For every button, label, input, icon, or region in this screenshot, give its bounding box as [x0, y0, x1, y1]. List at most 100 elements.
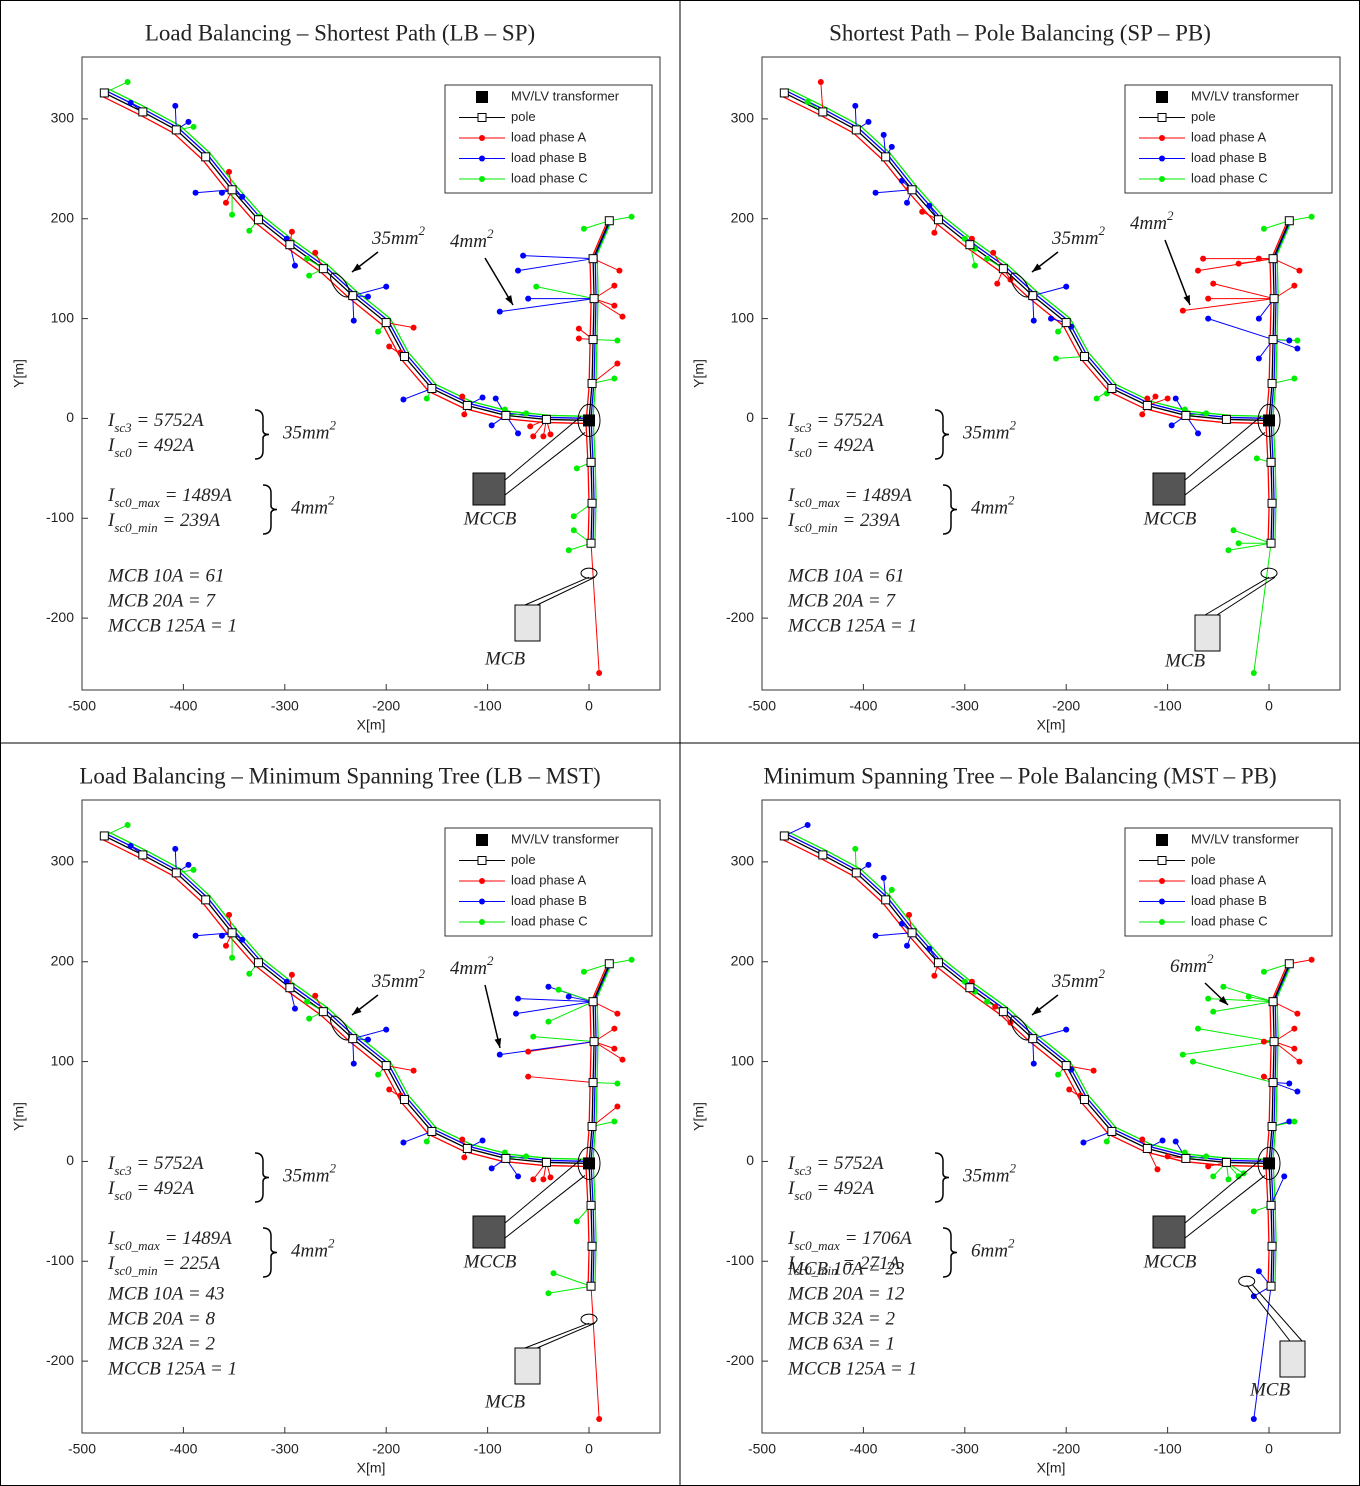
load-point: [226, 168, 233, 175]
load-point: [291, 1005, 298, 1012]
y-tick-label: 0: [746, 1152, 754, 1168]
load-point: [547, 431, 554, 438]
feeder-conductor: [784, 835, 1270, 1165]
load-point: [461, 1154, 468, 1161]
cable-marker: [330, 272, 350, 298]
feeder-conductor: [592, 416, 597, 540]
load-point: [994, 280, 1001, 287]
load-point: [1103, 1138, 1110, 1145]
service-drop: [499, 1041, 595, 1056]
load-point: [364, 293, 371, 300]
load-point: [898, 920, 905, 927]
load-point: [1210, 1008, 1217, 1015]
service-drop: [590, 543, 600, 674]
breaker-count: MCB 63A = 1: [787, 1333, 895, 1354]
load-point: [525, 295, 532, 302]
load-point: [1139, 411, 1146, 418]
load-point: [488, 422, 495, 429]
text-part: 2: [328, 493, 335, 508]
load-point: [547, 1174, 554, 1181]
text-part: 2: [1098, 966, 1105, 981]
load-point: [545, 1018, 552, 1025]
pole-marker: [1221, 414, 1231, 424]
current-value: Isc0_min = 225A: [107, 1253, 220, 1278]
legend-label: pole: [1191, 852, 1216, 867]
device-label: MCB: [1249, 1379, 1291, 1400]
load-point: [1260, 225, 1267, 232]
current-value: Isc3 = 5752A: [107, 410, 204, 435]
load-point: [1152, 393, 1159, 400]
text-part: I: [107, 1228, 116, 1249]
pole-marker: [907, 185, 917, 195]
text-part: I: [787, 485, 796, 506]
pole-marker: [399, 1095, 409, 1105]
pole-marker: [1221, 1157, 1231, 1167]
text-part: = 1489A: [160, 485, 232, 506]
legend-label: load phase B: [511, 893, 587, 908]
mccb-icon: [472, 472, 506, 506]
service-drop: [517, 258, 594, 272]
feeder-conductor: [1265, 1166, 1270, 1290]
text-part: = 5752A: [132, 1153, 204, 1174]
text-part: sc3: [114, 420, 132, 435]
current-value: Isc3 = 5752A: [787, 1153, 884, 1178]
load-point: [410, 324, 417, 331]
load-point: [1172, 1138, 1179, 1145]
legend-symbol: [476, 91, 488, 103]
brace-label: 35mm2: [282, 1161, 336, 1187]
load-point: [1286, 337, 1293, 344]
arrow-head: [1218, 996, 1228, 1005]
text-part: 2: [1098, 223, 1105, 238]
y-tick-label: 100: [731, 1052, 755, 1068]
mccb-icon: [1152, 472, 1186, 506]
y-tick-label: -100: [46, 509, 74, 525]
load-point: [1195, 1025, 1202, 1032]
service-drop: [553, 1272, 592, 1287]
y-tick-label: -200: [726, 609, 754, 625]
device-link: [504, 1175, 586, 1239]
arrow: [1164, 239, 1191, 306]
y-tick-label: 300: [51, 110, 75, 126]
device-label: MCCB: [463, 1251, 517, 1272]
x-tick-label: -100: [474, 1441, 502, 1457]
text-part: 4mm: [1130, 213, 1167, 234]
chart-title: Load Balancing – Shortest Path (LB – SP): [145, 20, 535, 45]
pole-marker: [501, 1153, 511, 1163]
load-point: [229, 211, 236, 218]
pole-marker: [501, 410, 511, 420]
legend-symbol: [1159, 898, 1165, 905]
load-point: [573, 465, 580, 472]
text-part: I: [107, 510, 116, 531]
text-part: 4mm: [291, 1241, 328, 1262]
pole-marker: [541, 414, 551, 424]
load-point: [400, 396, 407, 403]
pole-marker: [586, 1281, 596, 1291]
feeder-conductor: [592, 1159, 597, 1283]
feeder-conductor: [588, 963, 610, 1164]
load-point: [218, 189, 225, 196]
service-drop: [386, 1065, 414, 1072]
service-drop: [1213, 1001, 1274, 1013]
load-point: [898, 177, 905, 184]
device-link: [536, 576, 596, 606]
pole-marker: [318, 264, 328, 274]
service-drop: [1213, 283, 1275, 300]
service-drop: [1192, 1061, 1274, 1084]
pole-marker: [227, 185, 237, 195]
text-part: sc0_min: [794, 520, 837, 535]
load-point: [540, 433, 547, 440]
load-point: [1172, 395, 1179, 402]
pole-marker: [99, 831, 109, 841]
load-point: [888, 886, 895, 893]
device-link: [1184, 416, 1262, 481]
transformer-marker: [583, 414, 596, 427]
service-drop: [403, 1131, 433, 1143]
pole-marker: [1268, 1078, 1278, 1088]
text-part: = 492A: [812, 435, 875, 456]
y-axis-label: Y[m]: [691, 359, 707, 388]
text-part: = 5752A: [812, 410, 884, 431]
load-point: [383, 1026, 390, 1033]
brace: [934, 1152, 950, 1203]
load-point: [350, 317, 357, 324]
load-point: [1260, 968, 1267, 975]
